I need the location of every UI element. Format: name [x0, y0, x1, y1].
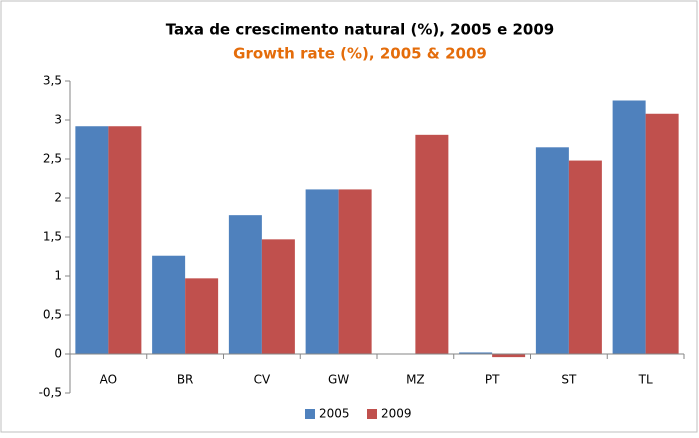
y-tick-label: 0,5: [43, 308, 62, 322]
legend-swatch: [305, 409, 315, 419]
y-tick-label: 1,5: [43, 230, 62, 244]
bar: [612, 100, 646, 354]
y-tick-label: 0: [54, 347, 62, 361]
x-tick-label: PT: [485, 373, 500, 387]
y-tick-label: -0,5: [39, 386, 62, 400]
y-tick-label: 3: [54, 113, 62, 127]
legend-swatch: [367, 409, 377, 419]
legend-label: 2009: [381, 407, 412, 421]
y-tick-label: 2,5: [43, 152, 62, 166]
y-tick-label: 3,5: [43, 74, 62, 88]
x-tick-label: MZ: [406, 373, 425, 387]
bar: [261, 239, 295, 354]
bar: [152, 255, 186, 354]
y-tick-label: 1: [54, 269, 62, 283]
x-tick-label: AO: [100, 373, 117, 387]
x-tick-label: TL: [638, 373, 653, 387]
bar: [108, 126, 142, 355]
x-tick-label: BR: [177, 373, 194, 387]
bar: [75, 126, 109, 355]
chart-title: Taxa de crescimento natural (%), 2005 e …: [166, 21, 554, 39]
x-tick-label: ST: [561, 373, 577, 387]
bar: [459, 352, 493, 354]
bar: [535, 147, 569, 354]
bar: [228, 215, 262, 354]
bar: [415, 134, 449, 354]
x-tick-label: GW: [328, 373, 349, 387]
x-tick-label: CV: [254, 373, 271, 387]
bar: [568, 160, 602, 354]
chart-subtitle: Growth rate (%), 2005 & 2009: [233, 45, 487, 63]
bar: [185, 278, 219, 354]
bar: [645, 113, 679, 354]
bar: [338, 189, 372, 354]
legend-label: 2005: [319, 407, 350, 421]
bar: [305, 189, 339, 354]
y-tick-label: 2: [54, 191, 62, 205]
bar: [492, 354, 526, 358]
